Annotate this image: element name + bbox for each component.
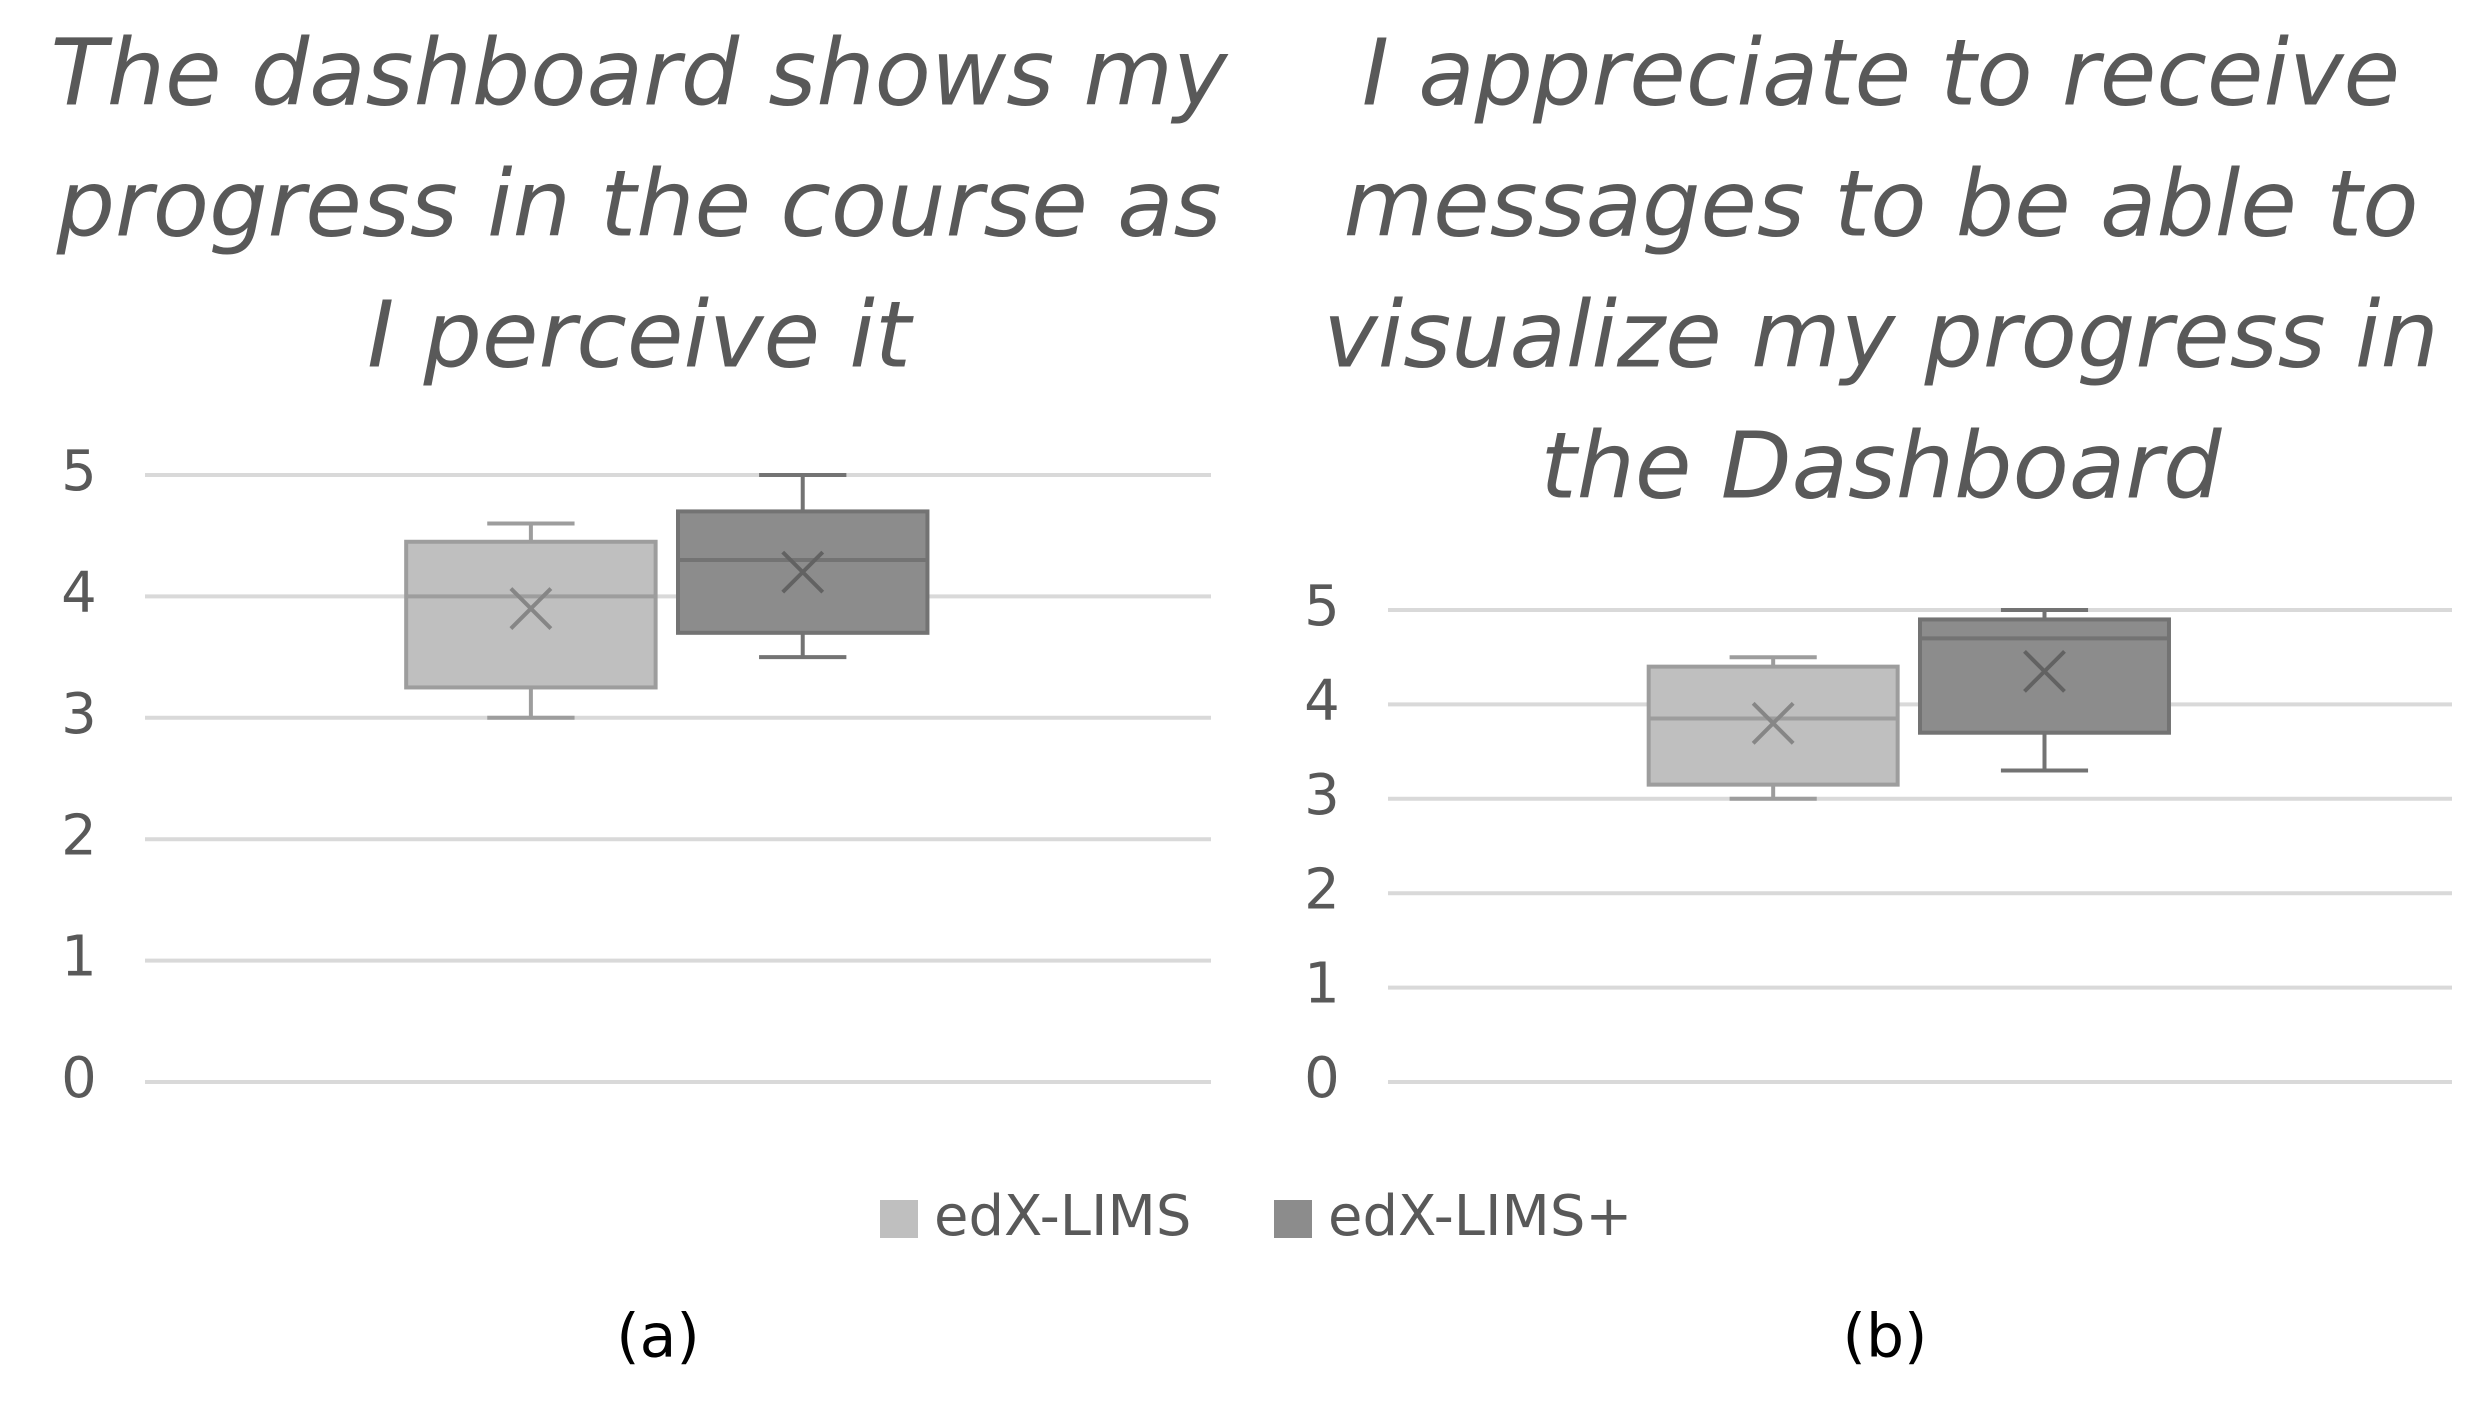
y-tick-label: 5 xyxy=(1304,574,1340,639)
legend-swatch xyxy=(880,1200,918,1238)
chart-title: progress in the course as xyxy=(56,150,1222,257)
y-tick-label: 0 xyxy=(1304,1046,1340,1111)
mean-marker xyxy=(781,550,825,594)
y-tick-label: 5 xyxy=(61,439,97,504)
legend-label: edX-LIMS xyxy=(934,1184,1191,1249)
y-tick-label: 1 xyxy=(61,925,97,990)
caption: (a) xyxy=(616,1302,700,1372)
chart-title: The dashboard shows my xyxy=(51,19,1229,126)
chart-title: messages to be able to xyxy=(1343,150,2418,257)
y-tick-label: 4 xyxy=(61,561,97,626)
y-tick-label: 0 xyxy=(61,1046,97,1111)
y-tick-label: 3 xyxy=(61,682,97,747)
y-tick-label: 1 xyxy=(1304,952,1340,1017)
y-tick-label: 3 xyxy=(1304,763,1340,828)
y-tick-label: 2 xyxy=(1304,857,1340,922)
chart-title: visualize my progress in xyxy=(1323,281,2439,388)
y-tick-label: 4 xyxy=(1304,669,1340,734)
y-tick-label: 2 xyxy=(61,803,97,868)
legend-label: edX-LIMS+ xyxy=(1328,1184,1632,1249)
chart-title: I perceive it xyxy=(367,281,914,388)
mean-marker xyxy=(2023,649,2066,693)
chart-title: the Dashboard xyxy=(1541,412,2223,519)
caption: (b) xyxy=(1843,1302,1928,1372)
legend-swatch xyxy=(1274,1200,1312,1238)
mean-marker xyxy=(1751,701,1795,745)
mean-marker xyxy=(509,587,553,630)
box xyxy=(404,539,658,690)
chart-title: I appreciate to receive xyxy=(1362,19,2400,126)
